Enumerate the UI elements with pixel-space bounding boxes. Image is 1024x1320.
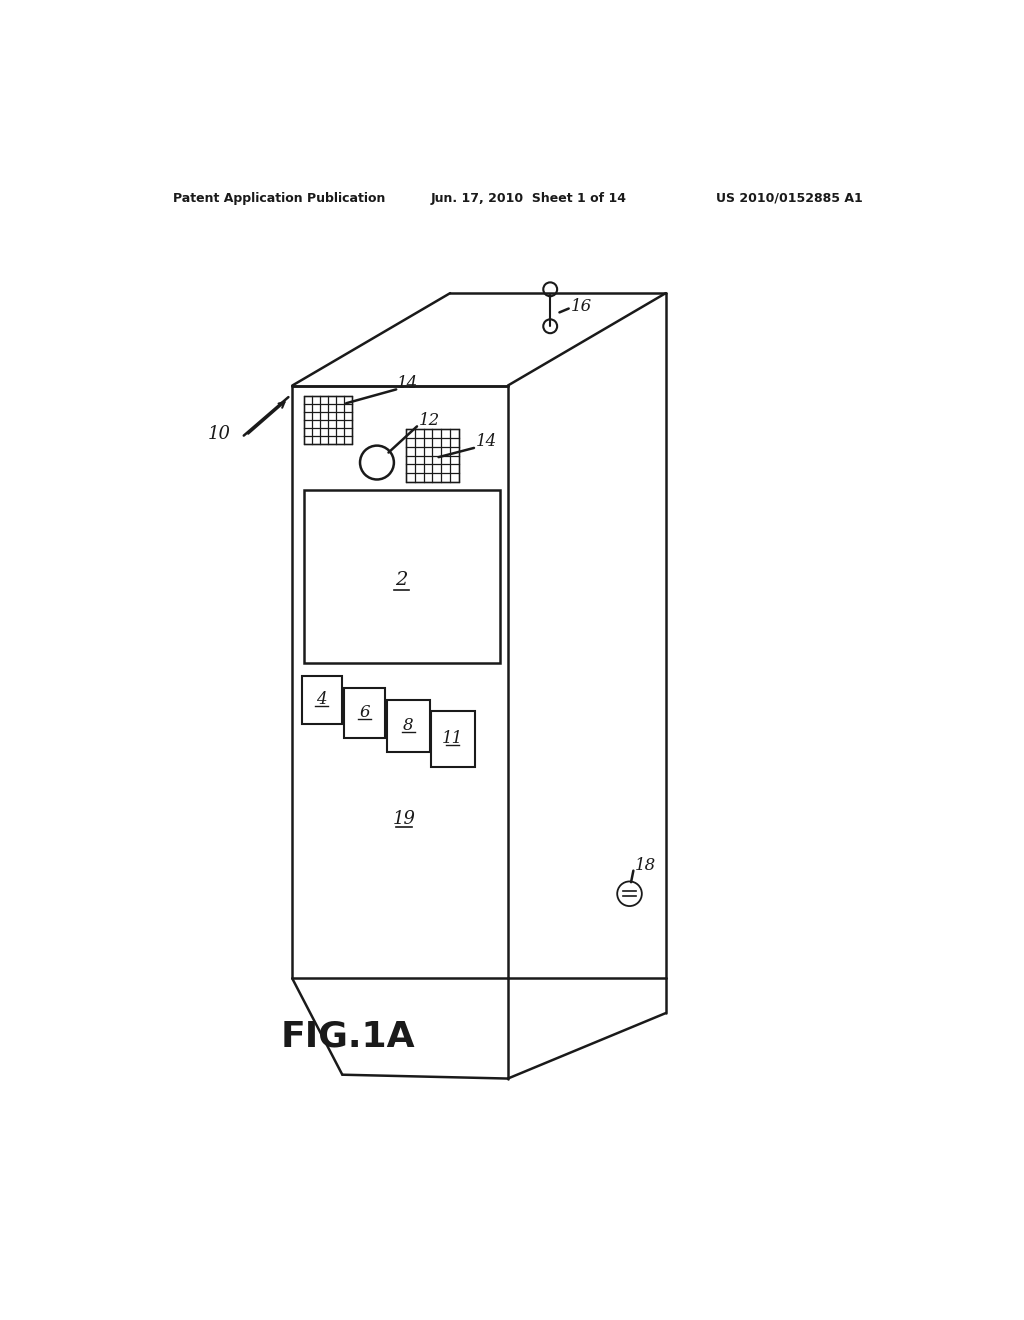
Text: US 2010/0152885 A1: US 2010/0152885 A1: [716, 191, 862, 205]
Bar: [431, 711, 475, 767]
Text: 6: 6: [359, 705, 370, 721]
Text: Patent Application Publication: Patent Application Publication: [173, 191, 385, 205]
Text: 2: 2: [395, 570, 408, 589]
Text: 16: 16: [571, 298, 592, 314]
Bar: [301, 676, 342, 723]
Bar: [344, 688, 385, 738]
Bar: [304, 490, 500, 663]
Text: Jun. 17, 2010  Sheet 1 of 14: Jun. 17, 2010 Sheet 1 of 14: [431, 191, 627, 205]
Text: 19: 19: [392, 810, 416, 828]
Bar: [387, 700, 430, 752]
Text: 14: 14: [397, 375, 418, 392]
Text: 10: 10: [208, 425, 230, 444]
Text: 12: 12: [419, 412, 440, 429]
Text: 14: 14: [475, 433, 497, 450]
Text: 18: 18: [635, 857, 656, 874]
Bar: [304, 396, 352, 444]
Text: 8: 8: [403, 717, 414, 734]
Text: 11: 11: [441, 730, 463, 747]
Bar: [407, 429, 459, 482]
Text: FIG.1A: FIG.1A: [281, 1019, 416, 1053]
Text: 4: 4: [316, 692, 327, 709]
